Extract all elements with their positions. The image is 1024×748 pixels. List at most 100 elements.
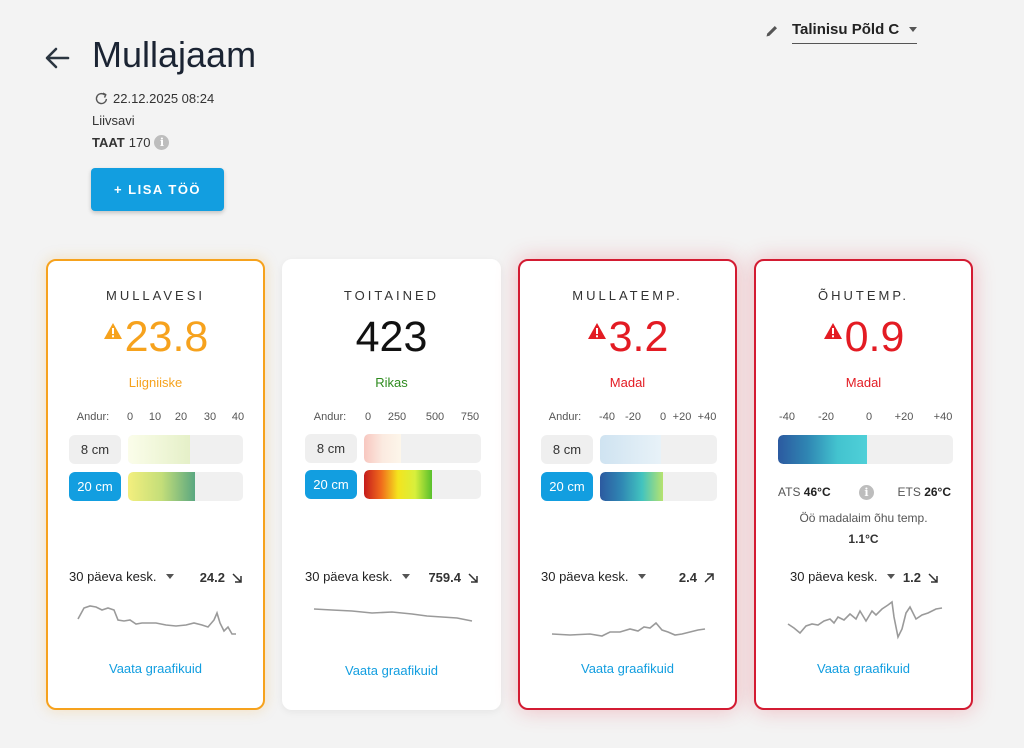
value-display: 23.8 (48, 313, 263, 362)
tick-label: 0 (364, 411, 372, 423)
view-charts-link[interactable]: Vaata graafikuid (581, 661, 674, 676)
refresh-icon[interactable] (94, 91, 109, 106)
level-bar-20cm (364, 470, 481, 499)
level-fill (128, 472, 195, 501)
status-text: Rikas (375, 375, 408, 390)
sparkline (787, 600, 943, 640)
average-number: 759.4 (428, 570, 461, 585)
page-title: Mullajaam (92, 34, 257, 75)
taat-value: 170 (128, 135, 151, 150)
warning-icon (823, 322, 842, 339)
trend-down-icon (232, 572, 242, 583)
back-button[interactable] (42, 42, 74, 74)
current-value: 23.8 (124, 313, 209, 361)
chevron-down-icon (166, 574, 175, 579)
average-label: 30 päeva kesk. (69, 569, 157, 584)
sensor-label: Andur: (76, 411, 110, 423)
tick-label: 0 (659, 411, 667, 423)
view-charts-link[interactable]: Vaata graafikuid (817, 661, 910, 676)
tick-label: 500 (425, 411, 445, 423)
last-updated: 22.12.2025 08:24 (94, 91, 214, 106)
tick-label: 0 (865, 411, 873, 423)
air-temperature-bar (778, 435, 953, 464)
average-period-dropdown[interactable]: 30 päeva kesk. (69, 569, 175, 584)
tick-label: 20 (174, 411, 188, 423)
average-value: 24.2 (200, 570, 243, 585)
trend-up-icon (704, 572, 714, 583)
info-icon[interactable]: i (859, 485, 874, 500)
pencil-icon[interactable] (764, 23, 780, 39)
tick-label: +20 (672, 411, 692, 423)
current-value: 3.2 (608, 313, 669, 361)
trend-down-icon (928, 572, 938, 583)
nutrients-card: TOITAINED 423 Rikas Andur: 0 250 500 750… (282, 259, 501, 710)
add-work-button[interactable]: + LISA TÖÖ (91, 168, 224, 211)
card-title: ÕHUTEMP. (818, 288, 909, 303)
value-display: 423 (284, 313, 499, 362)
night-min-label: Öö madalaim õhu temp. (799, 511, 928, 525)
info-icon[interactable]: i (154, 135, 170, 150)
soil-temperature-card: MULLATEMP. 3.2 Madal Andur: -40 -20 0 +2… (518, 259, 737, 710)
depth-20cm-button[interactable]: 20 cm (69, 472, 121, 501)
tick-label: 250 (387, 411, 407, 423)
average-number: 24.2 (199, 570, 225, 585)
ats-info: ATS 46°C (778, 485, 831, 499)
night-min-value: 1.1°C (848, 532, 879, 546)
level-bar-8cm (364, 434, 481, 463)
level-bar-20cm (128, 472, 243, 501)
level-fill (128, 435, 191, 464)
arrow-left-icon (45, 47, 70, 69)
depth-8cm-button[interactable]: 8 cm (541, 435, 593, 464)
depth-8cm-button[interactable]: 8 cm (69, 435, 121, 464)
field-selector: Talinisu Põld C (764, 18, 922, 44)
tick-label: +20 (894, 411, 914, 423)
field-dropdown[interactable]: Talinisu Põld C (792, 19, 918, 44)
chevron-down-icon (887, 574, 896, 579)
tick-label: -20 (625, 411, 641, 423)
ats-label: ATS (778, 485, 801, 499)
ets-info: ETS 26°C (898, 485, 952, 499)
level-fill (364, 470, 432, 499)
taat-info: TAAT 170 i (92, 135, 170, 150)
status-text: Liigniiske (128, 375, 183, 390)
sparkline (313, 608, 473, 622)
status-text: Madal (845, 375, 882, 390)
air-temperature-card: ÕHUTEMP. 0.9 Madal -40 -20 0 +20 +40 ATS… (754, 259, 973, 710)
tick-label: 40 (231, 411, 245, 423)
card-title: MULLATEMP. (572, 288, 683, 303)
tick-label: +40 (697, 411, 717, 423)
chevron-down-icon (638, 574, 647, 579)
ats-value: 46°C (803, 485, 831, 499)
average-period-dropdown[interactable]: 30 päeva kesk. (790, 569, 896, 584)
level-fill (364, 434, 402, 463)
trend-down-icon (468, 572, 478, 583)
soil-type: Liivsavi (92, 113, 135, 128)
level-fill (600, 435, 661, 464)
tick-label: -20 (818, 411, 834, 423)
sparkline (551, 621, 706, 637)
card-title: TOITAINED (343, 288, 440, 303)
current-value: 0.9 (844, 313, 905, 361)
current-value: 423 (355, 313, 428, 361)
chevron-down-icon (402, 574, 411, 579)
ets-label: ETS (897, 485, 921, 499)
view-charts-link[interactable]: Vaata graafikuid (345, 663, 438, 678)
average-value: 1.2 (903, 570, 939, 585)
level-fill (600, 472, 664, 501)
taat-label: TAAT (92, 135, 125, 150)
tick-label: 10 (148, 411, 162, 423)
average-period-dropdown[interactable]: 30 päeva kesk. (541, 569, 647, 584)
sparkline (77, 605, 236, 635)
view-charts-link[interactable]: Vaata graafikuid (109, 661, 202, 676)
average-label: 30 päeva kesk. (541, 569, 629, 584)
tick-label: -40 (779, 411, 795, 423)
depth-8cm-button[interactable]: 8 cm (305, 434, 357, 463)
depth-20cm-button[interactable]: 20 cm (305, 470, 357, 499)
average-period-dropdown[interactable]: 30 päeva kesk. (305, 569, 411, 584)
tick-label: -40 (599, 411, 615, 423)
depth-20cm-button[interactable]: 20 cm (541, 472, 593, 501)
sensor-label: Andur: (548, 411, 582, 423)
level-bar-8cm (600, 435, 717, 464)
average-value: 2.4 (679, 570, 715, 585)
tick-label: +40 (933, 411, 953, 423)
